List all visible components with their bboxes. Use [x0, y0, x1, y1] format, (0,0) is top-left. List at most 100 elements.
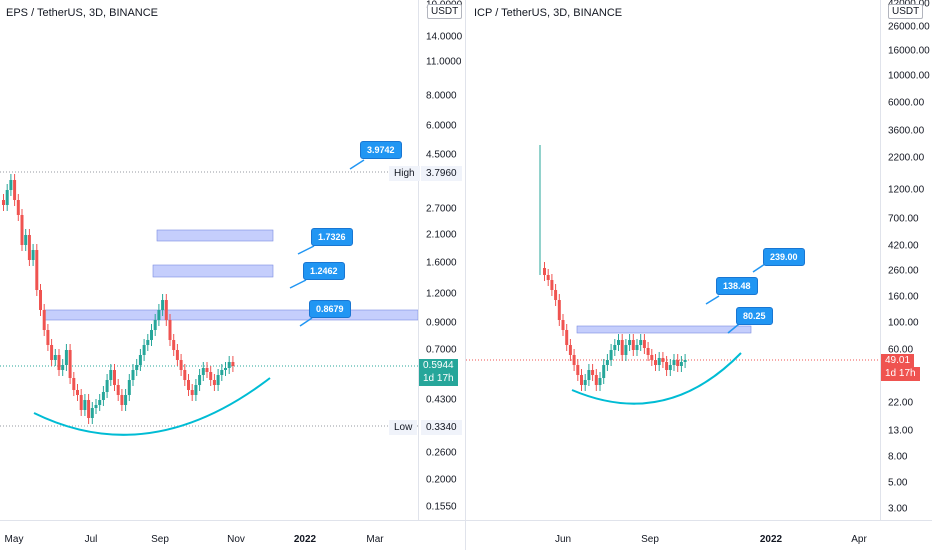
eps-x-tick: May [4, 534, 24, 545]
eps-candle-body [150, 330, 153, 340]
icp-callout-target-1[interactable]: 239.00 [763, 248, 805, 266]
eps-candle-body [120, 395, 124, 405]
eps-time-axis[interactable]: May Jul Sep Nov 2022 Mar [0, 520, 466, 551]
eps-candle-body [16, 200, 20, 215]
eps-candle-body [198, 375, 202, 385]
eps-last-price-tag: 0.5944 [419, 359, 458, 373]
eps-candle-body [127, 380, 131, 395]
eps-candle-body [146, 340, 150, 345]
icp-candle-body [580, 375, 583, 385]
icp-symbol-title[interactable]: ICP / TetherUS, 3D, BINANCE [474, 7, 623, 19]
icp-candle-body [642, 340, 646, 348]
icp-candle-body [665, 362, 669, 370]
icp-candle-body [657, 358, 661, 365]
eps-candle-body [183, 370, 187, 380]
eps-y-tick: 0.7000 [426, 344, 457, 356]
eps-candle-body [116, 385, 120, 395]
icp-candle-body [594, 375, 598, 385]
eps-candle-body [98, 400, 102, 405]
icp-y-tick: 260.00 [888, 265, 919, 277]
eps-candle-body [205, 368, 209, 372]
eps-candle-body [201, 368, 205, 375]
eps-candle-body [101, 392, 105, 400]
eps-candle-body [79, 395, 83, 410]
icp-candle-body [565, 330, 569, 345]
icp-candle-body [543, 268, 546, 275]
eps-callout-target-4[interactable]: 0.8679 [309, 300, 351, 318]
eps-candle-body [39, 290, 42, 310]
eps-candle-body [113, 370, 116, 385]
icp-plot-area[interactable] [466, 0, 880, 520]
icp-zone [576, 325, 752, 334]
eps-y-tick: 0.4300 [426, 394, 457, 406]
eps-symbol-title[interactable]: EPS / TetherUS, 3D, BINANCE [6, 7, 159, 19]
icp-candle-body [661, 358, 665, 362]
icp-y-tick: 60.00 [888, 344, 914, 356]
eps-candle-body [161, 300, 165, 310]
icp-x-tick: Apr [851, 534, 867, 545]
icp-candle-body [639, 340, 643, 345]
eps-callout-target-1[interactable]: 3.9742 [360, 141, 402, 159]
icp-candle-body [602, 365, 606, 378]
eps-candle-body [216, 375, 220, 385]
icp-candle-body [613, 345, 617, 350]
eps-candle-body [109, 370, 113, 380]
eps-y-tick: 1.2000 [426, 288, 457, 300]
icp-callout-pointer [752, 263, 766, 273]
icp-candle-body [617, 340, 620, 345]
icp-countdown-tag: 1d 17h [881, 367, 920, 381]
eps-callout-target-2[interactable]: 1.7326 [311, 228, 353, 246]
icp-y-tick: 16000.00 [888, 45, 930, 57]
icp-callout-target-3[interactable]: 80.25 [736, 307, 773, 325]
eps-candle-body [53, 355, 57, 360]
icp-y-tick: 3.00 [888, 503, 908, 515]
eps-y-tick: 1.6000 [426, 257, 457, 269]
eps-callout-pointer [299, 317, 313, 327]
icp-candle-body [676, 360, 680, 366]
icp-time-axis[interactable]: Jun Sep 2022 Apr [466, 520, 932, 551]
eps-candle-body [105, 380, 109, 392]
icp-candle-body [620, 340, 624, 355]
icp-candle-body [683, 360, 687, 362]
icp-y-tick: 1200.00 [888, 184, 925, 196]
eps-candle-body [187, 380, 190, 390]
icp-y-tick: 13.00 [888, 425, 914, 437]
icp-chart-pane[interactable]: ICP / TetherUS, 3D, BINANCE 42000.00 260… [466, 0, 932, 550]
eps-y-tick: 11.0000 [426, 56, 462, 68]
icp-currency-unit[interactable]: USDT [888, 4, 924, 19]
icp-candle-body [554, 290, 558, 300]
icp-y-tick: 5.00 [888, 477, 908, 489]
icp-candle-body [572, 355, 576, 365]
eps-candle-body [5, 190, 9, 205]
eps-chart-pane[interactable]: EPS / TetherUS, 3D, BINANCE 10.0000 14.0… [0, 0, 466, 550]
eps-plot-area[interactable] [0, 0, 418, 520]
icp-candle-body [609, 350, 613, 360]
eps-y-tick: 6.0000 [426, 120, 457, 132]
eps-candle-body [231, 362, 235, 366]
icp-callout-pointer [705, 295, 720, 305]
eps-x-tick: Sep [151, 534, 169, 545]
icp-candle-body [628, 340, 632, 345]
eps-candle-body [212, 380, 216, 385]
eps-callout-pointer [297, 245, 315, 255]
eps-callout-target-3[interactable]: 1.2462 [303, 262, 345, 280]
eps-currency-unit[interactable]: USDT [427, 4, 463, 19]
icp-price-axis[interactable]: 42000.00 26000.00 16000.00 10000.00 6000… [880, 0, 932, 520]
icp-y-tick: 2200.00 [888, 152, 925, 164]
eps-candle-body [9, 180, 13, 190]
eps-y-tick: 0.1550 [426, 501, 457, 513]
icp-y-tick: 3600.00 [888, 125, 925, 137]
eps-y-tick: 0.2600 [426, 447, 457, 459]
pane-divider[interactable] [465, 0, 466, 550]
eps-y-tick: 0.2000 [426, 474, 457, 486]
eps-y-tick: 14.0000 [426, 31, 463, 43]
icp-callout-target-2[interactable]: 138.48 [716, 277, 758, 295]
eps-candle-body [50, 345, 54, 360]
eps-candle-body [190, 390, 194, 395]
eps-candle-body [24, 235, 28, 245]
eps-callout-pointer [289, 279, 307, 289]
eps-price-axis[interactable]: 10.0000 14.0000 11.0000 8.0000 6.0000 4.… [418, 0, 467, 520]
icp-candle-body [605, 360, 609, 365]
eps-candle-body [138, 355, 142, 365]
eps-candle-body [2, 200, 5, 205]
